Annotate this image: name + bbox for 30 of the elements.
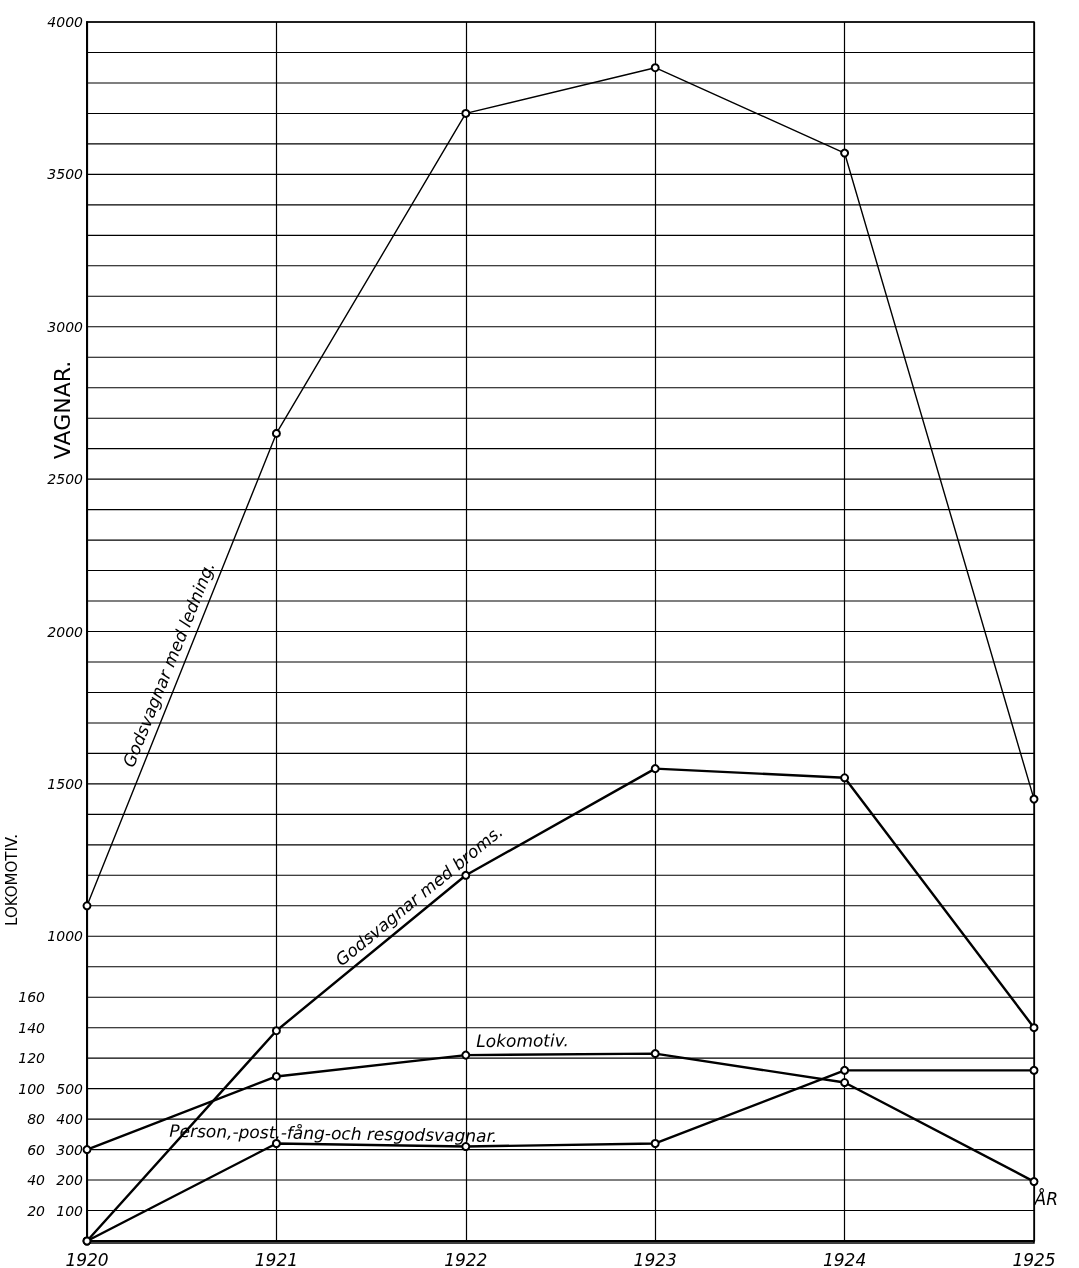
y-tick-label: 2000 — [47, 623, 84, 640]
y2-tick-label: 40 — [27, 1172, 46, 1189]
y-tick-label: 500 — [56, 1080, 84, 1097]
y2-tick-label: 160 — [18, 989, 46, 1006]
x-axis-title: ÅR — [1033, 1187, 1058, 1209]
y-tick-label: 1500 — [47, 775, 84, 792]
y-tick-label: 300 — [56, 1141, 84, 1158]
y2-tick-label: 20 — [27, 1202, 46, 1219]
y2-tick-label: 140 — [18, 1019, 46, 1036]
x-tick-label: 1922 — [444, 1249, 488, 1268]
y2-axis-title: LOKOMOTIV. — [3, 834, 21, 926]
y-tick-label: 3000 — [47, 318, 84, 335]
x-tick-label: 1925 — [1012, 1249, 1056, 1268]
series-label: Lokomotiv. — [476, 1030, 569, 1052]
x-tick-label: 1924 — [822, 1249, 867, 1268]
y-tick-label: 200 — [56, 1172, 84, 1189]
y-tick-label: 2500 — [47, 471, 84, 488]
y-tick-label: 100 — [56, 1202, 84, 1219]
y-tick-label: 3500 — [47, 166, 84, 183]
y-tick-label: 4000 — [47, 14, 84, 30]
x-tick-label: 1921 — [254, 1249, 299, 1268]
y-axis-title: VAGNAR. — [49, 360, 75, 460]
y-tick-label: 1000 — [47, 928, 84, 945]
y-tick-label: 400 — [56, 1111, 84, 1128]
y2-tick-label: 80 — [27, 1111, 46, 1128]
y2-tick-label: 60 — [27, 1141, 46, 1158]
x-tick-label: 1920 — [65, 1249, 109, 1268]
y2-tick-label: 100 — [18, 1080, 46, 1097]
x-tick-label: 1923 — [633, 1249, 677, 1268]
y2-tick-label: 120 — [18, 1050, 46, 1067]
